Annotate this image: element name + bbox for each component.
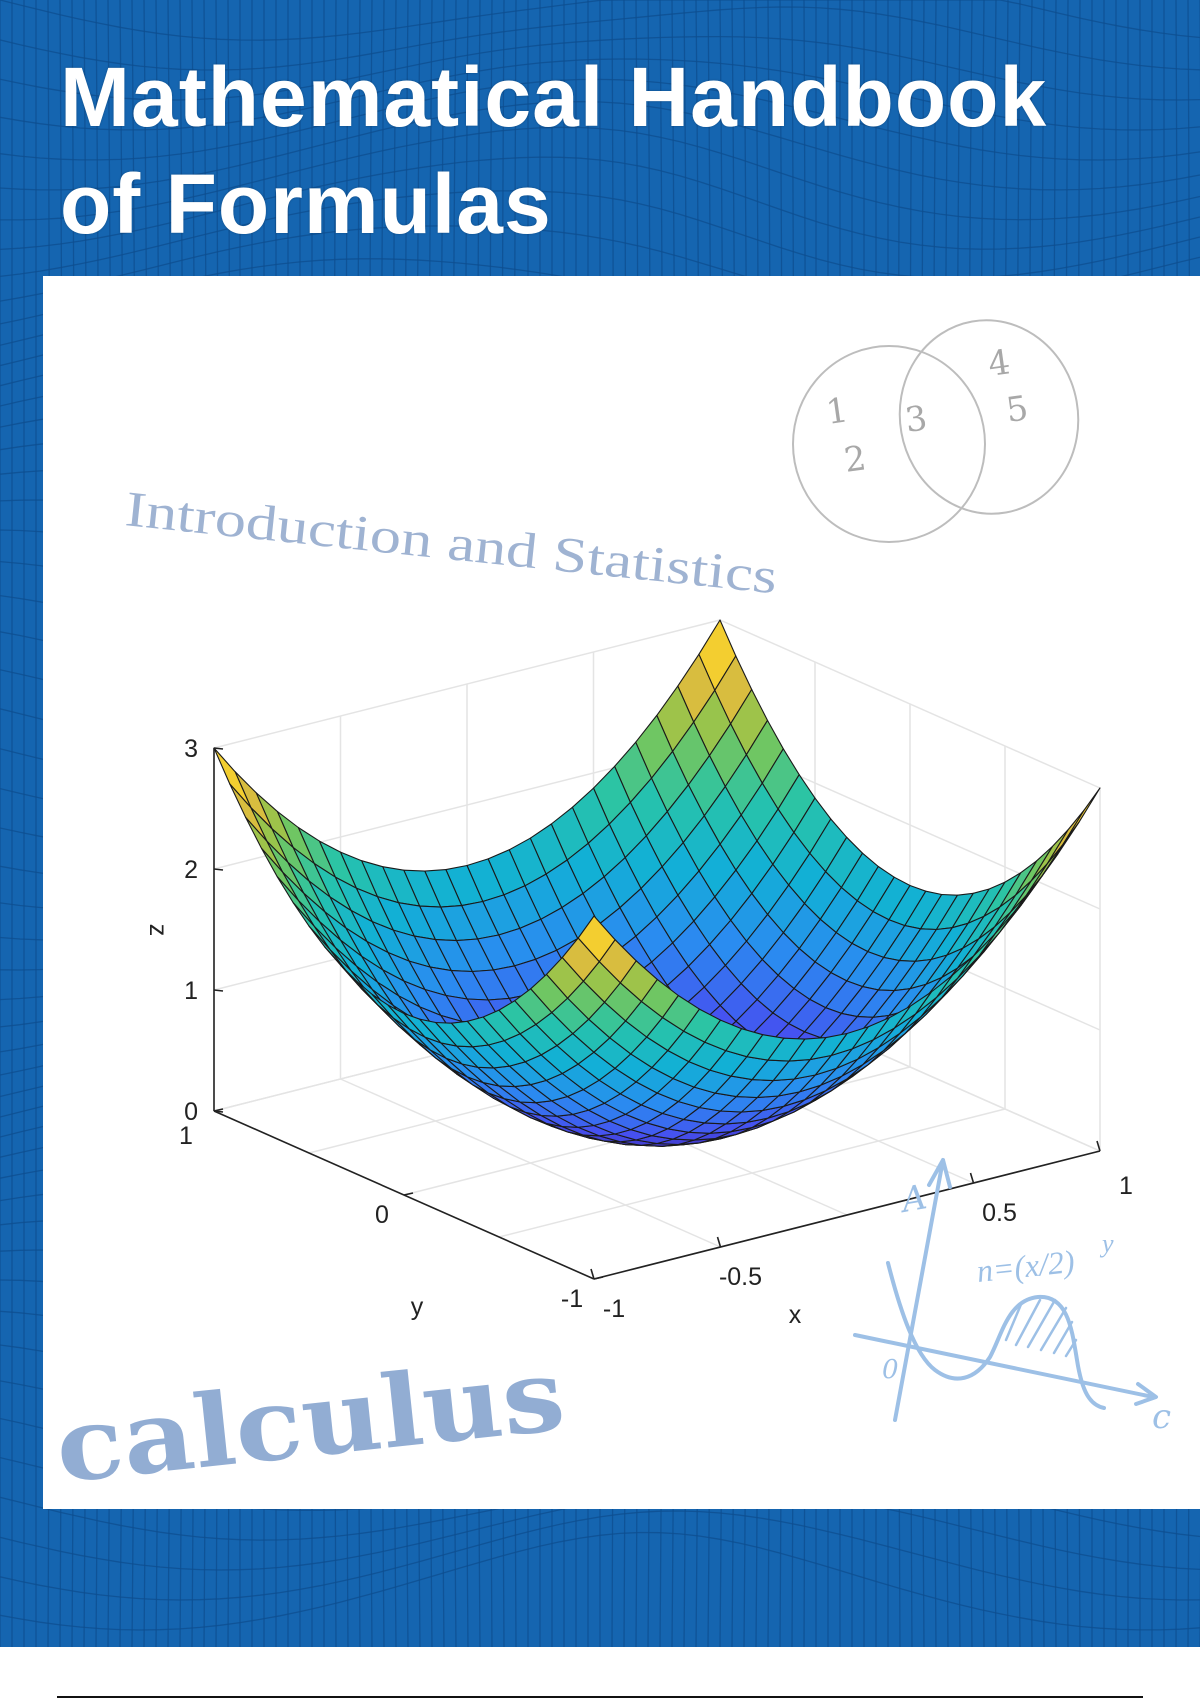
x-tick	[716, 1236, 722, 1248]
sketch-hatch	[1004, 1298, 1078, 1358]
surface-patch	[577, 915, 616, 963]
z-tick	[213, 868, 224, 871]
mesh-line	[0, 100, 1200, 191]
venn-label: 3	[903, 398, 930, 441]
y-tick	[213, 1108, 224, 1112]
z-tick	[213, 989, 224, 992]
z-tick-label: 1	[184, 977, 198, 1005]
venn-label: 4	[986, 342, 1013, 385]
venn-label: 1	[824, 390, 851, 433]
y-tick	[593, 1276, 604, 1280]
hand-sketch-graph	[853, 1158, 1158, 1422]
sketch-label-c: c	[1152, 1397, 1171, 1437]
subtitle: Introduction and Statistics	[123, 480, 780, 604]
sketch-formula-exponent: y	[1099, 1229, 1114, 1258]
mesh-line	[0, 6, 1200, 71]
mesh-line	[0, 1510, 1200, 1601]
z-axis-label: z	[144, 924, 172, 937]
mesh-line	[11, 0, 14, 1647]
sketch-horizontal-axis	[853, 1333, 1158, 1406]
sketch-label-a: A	[896, 1177, 930, 1221]
venn-circle-left	[792, 345, 986, 543]
y-tick	[403, 1192, 414, 1196]
sketch-origin-label: 0	[882, 1355, 899, 1385]
surface-patch	[1030, 828, 1069, 882]
surface-patch	[213, 747, 252, 809]
venn-diagram	[792, 319, 1080, 543]
z-tick-label: 2	[184, 856, 198, 884]
x-tick	[590, 1268, 595, 1280]
calculus-watermark: calculus	[50, 1335, 570, 1506]
y-tick-label: -1	[561, 1285, 583, 1313]
y-tick-label: 1	[179, 1122, 193, 1150]
z-tick-label: 3	[184, 735, 198, 763]
x-tick-label: 1	[1119, 1172, 1133, 1200]
gridline	[498, 1108, 1006, 1238]
z-tick	[213, 747, 224, 750]
z-tick-label: 0	[184, 1098, 198, 1126]
x-axis-label: x	[789, 1301, 802, 1329]
mesh-line	[0, 1531, 1200, 1631]
x-tick	[969, 1172, 975, 1184]
x-tick	[1096, 1140, 1101, 1152]
mesh-line	[0, 78, 1200, 161]
bottom-rule	[57, 1696, 1143, 1698]
mesh-line	[0, 126, 1200, 221]
x-axis	[593, 1150, 1101, 1280]
mesh-line	[0, 156, 1200, 251]
mesh-line	[0, 58, 1200, 131]
venn-label: 2	[842, 438, 869, 481]
mesh-line	[0, 0, 1200, 41]
venn-label: 5	[1004, 388, 1031, 431]
x-tick-label: 0.5	[982, 1199, 1017, 1227]
sketch-vertical-axis	[893, 1158, 952, 1422]
book-title-line-1: Mathematical Handbook	[60, 50, 1048, 144]
mesh-line	[0, 35, 1200, 101]
x-tick-label: -0.5	[719, 1263, 762, 1291]
venn-circle-right	[898, 319, 1080, 515]
sketch-formula: n=(x/2)	[975, 1243, 1076, 1289]
book-title-line-2: of Formulas	[60, 157, 552, 251]
y-axis-label: y	[411, 1293, 424, 1321]
y-tick-label: 0	[375, 1201, 389, 1229]
sketch-curve	[886, 1261, 1106, 1410]
x-tick-label: -1	[603, 1295, 625, 1323]
